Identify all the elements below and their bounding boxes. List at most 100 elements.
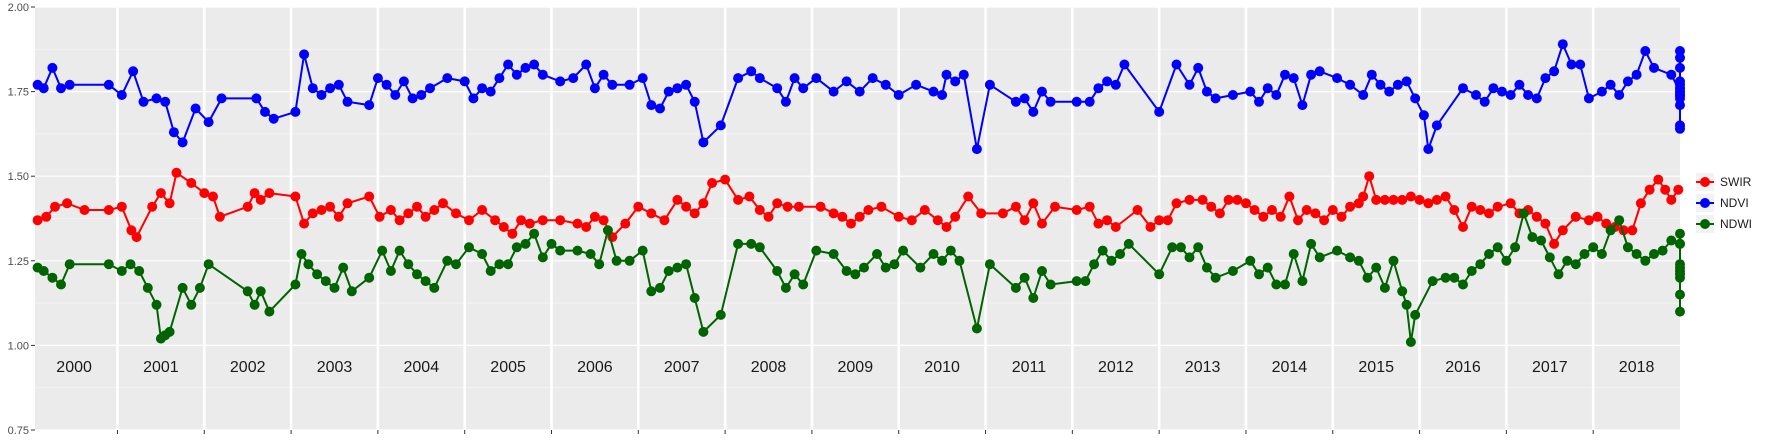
data-point-ndwi	[789, 269, 800, 280]
data-point-swir	[342, 198, 353, 209]
data-point-ndvi	[151, 93, 162, 104]
data-point-ndvi	[416, 90, 427, 100]
data-point-ndvi	[477, 83, 488, 94]
data-point-ndwi	[338, 262, 349, 273]
data-point-swir	[364, 191, 375, 202]
data-point-swir	[307, 208, 318, 219]
data-point-swir	[249, 188, 260, 199]
data-point-swir	[828, 208, 839, 219]
data-point-ndwi	[429, 282, 440, 293]
year-label: 2017	[1532, 359, 1568, 376]
data-point-swir	[524, 218, 535, 229]
data-point-ndwi	[915, 262, 926, 273]
data-point-ndwi	[928, 249, 939, 259]
data-point-ndwi	[1501, 255, 1512, 266]
data-point-ndvi	[1345, 79, 1356, 90]
data-point-swir	[385, 205, 396, 215]
data-point-swir	[1414, 194, 1425, 205]
data-point-swir	[1653, 174, 1664, 185]
data-point-ndvi	[407, 93, 418, 104]
data-point-swir	[451, 208, 461, 219]
data-point-swir	[79, 205, 90, 215]
series-ndvi	[32, 39, 1685, 155]
data-point-ndwi	[1675, 289, 1685, 300]
data-point-swir	[516, 215, 527, 226]
data-point-ndwi	[1666, 235, 1677, 246]
data-point-swir	[1531, 211, 1542, 222]
data-point-ndvi	[1280, 69, 1290, 80]
year-label: 2010	[924, 359, 960, 376]
data-point-ndwi	[203, 259, 214, 270]
data-point-swir	[876, 201, 887, 212]
data-point-swir	[1162, 215, 1173, 226]
year-label: 2013	[1185, 359, 1221, 376]
data-point-swir	[763, 211, 774, 222]
data-point-ndwi	[1254, 269, 1264, 280]
data-point-ndvi	[1675, 90, 1685, 100]
legend-key-point	[1700, 219, 1710, 229]
data-point-ndwi	[1245, 255, 1256, 266]
data-point-ndwi	[464, 242, 474, 253]
data-point-ndwi	[103, 259, 114, 270]
data-point-swir	[1019, 215, 1030, 226]
data-point-ndvi	[372, 73, 383, 84]
data-point-swir	[208, 191, 218, 202]
year-label: 2009	[838, 359, 874, 376]
data-point-ndvi	[698, 137, 709, 148]
data-point-ndvi	[624, 79, 635, 90]
data-point-ndvi	[1332, 73, 1343, 84]
data-point-ndvi	[459, 76, 470, 87]
data-point-ndvi	[1549, 66, 1560, 77]
data-point-ndvi	[1154, 106, 1165, 117]
data-point-ndvi	[1423, 144, 1434, 155]
data-point-ndwi	[1175, 242, 1186, 253]
data-point-ndvi	[637, 73, 648, 84]
data-point-swir	[1644, 184, 1655, 195]
data-point-ndwi	[1518, 208, 1529, 219]
data-point-ndvi	[1037, 86, 1047, 97]
data-point-ndwi	[1410, 309, 1421, 320]
data-point-ndwi	[1379, 282, 1390, 293]
data-point-swir	[772, 198, 783, 209]
data-point-ndvi	[772, 83, 783, 94]
data-point-ndvi	[1245, 86, 1256, 97]
year-label: 2003	[317, 359, 353, 376]
data-point-ndvi	[47, 62, 58, 73]
data-point-swir	[1505, 198, 1516, 209]
series-ndwi	[32, 208, 1685, 347]
data-point-ndvi	[1531, 93, 1542, 104]
data-point-ndwi	[1154, 269, 1165, 280]
data-point-ndwi	[346, 286, 357, 297]
data-point-ndwi	[1675, 238, 1685, 249]
data-point-swir	[126, 225, 137, 236]
data-point-ndwi	[1037, 266, 1047, 276]
data-point-ndwi	[1167, 242, 1178, 253]
data-point-ndvi	[116, 90, 127, 100]
data-point-swir	[1171, 198, 1182, 209]
data-point-swir	[1206, 201, 1217, 212]
data-point-ndvi	[941, 69, 952, 80]
data-point-swir	[1050, 201, 1060, 212]
data-point-ndvi	[1666, 69, 1677, 80]
data-point-ndvi	[1675, 52, 1685, 63]
data-point-swir	[1010, 201, 1021, 212]
data-point-swir	[633, 201, 644, 212]
year-label: 2006	[577, 359, 613, 376]
data-point-swir	[147, 201, 158, 212]
data-point-swir	[62, 198, 73, 209]
data-point-ndvi	[190, 103, 201, 114]
y-tick-label: 1.00	[8, 340, 29, 352]
data-point-ndvi	[364, 100, 375, 111]
data-point-ndwi	[242, 286, 253, 297]
data-point-swir	[1214, 208, 1225, 219]
data-point-ndvi	[681, 79, 692, 90]
data-point-swir	[941, 222, 952, 232]
data-point-swir	[1145, 222, 1156, 232]
data-point-ndvi	[168, 127, 179, 138]
data-point-ndwi	[264, 306, 275, 317]
data-point-ndwi	[1449, 272, 1460, 283]
data-point-ndwi	[1614, 215, 1625, 226]
data-point-ndvi	[1384, 86, 1395, 97]
data-point-swir	[1592, 211, 1603, 222]
